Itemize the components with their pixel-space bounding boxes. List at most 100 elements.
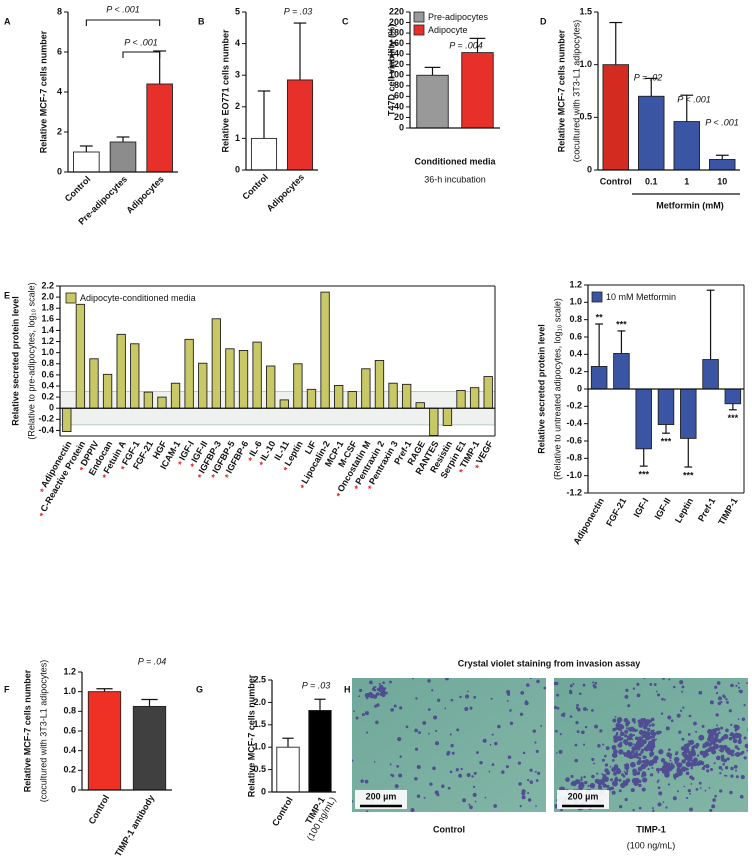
scale-bar-box: [557, 790, 609, 809]
stain-cells: [554, 678, 748, 812]
y-tick-label: 1: [235, 133, 240, 143]
bar: [361, 368, 371, 409]
category-mark: *: [119, 464, 130, 472]
bar: [286, 79, 314, 171]
y-tick-label: 5: [235, 6, 240, 16]
category-mark: *: [366, 484, 377, 492]
y-tick-label: 0.6: [41, 369, 54, 379]
bar: [89, 358, 99, 409]
y-tick-label: 200: [389, 17, 404, 27]
x-tick-label: IGF-I: [632, 496, 651, 519]
bar: [469, 387, 480, 409]
annotation: P < .001: [705, 117, 738, 127]
panel-letter: F: [4, 684, 10, 694]
bar: [211, 318, 221, 409]
y-tick-label: 0.4: [63, 745, 76, 755]
annotation: P < .001: [124, 37, 157, 47]
y-axis-label: Relative secreted protein level: [10, 296, 20, 426]
panel-letter: G: [196, 684, 203, 694]
x-tick-label: FGF-21: [604, 496, 628, 528]
y-tick-label: 40: [394, 101, 404, 111]
x-tick-label: Control: [63, 174, 93, 204]
category-mark: *: [223, 472, 234, 480]
bar: [415, 402, 425, 409]
image-label: Control: [433, 824, 465, 834]
y-tick-label: 1.0: [579, 59, 592, 69]
y-tick-label: 60: [394, 91, 404, 101]
significance-bracket: [85, 19, 161, 26]
x-axis-note: 36-h incubation: [424, 174, 486, 184]
bar: [401, 383, 412, 409]
y-tick-label: 0.5: [579, 112, 592, 122]
bar: [170, 382, 181, 409]
bar: [62, 407, 72, 433]
bar: [266, 365, 276, 409]
y-tick-label: 6: [57, 46, 62, 56]
x-tick-label: Control: [240, 172, 270, 202]
category-mark: *: [78, 465, 89, 473]
legend-label: Adipocyte-conditioned media: [80, 293, 196, 303]
y-tick-label: 0.2: [63, 765, 76, 775]
y-tick-label: 0: [71, 784, 76, 794]
annotation: P < .001: [106, 4, 139, 14]
bar: [602, 64, 629, 171]
bar: [442, 407, 453, 426]
x-tick-label: Anti–TIMP-1 antibody: [102, 793, 157, 856]
x-tick-label: 10: [717, 176, 727, 186]
y-tick-label: -1.0: [566, 470, 582, 480]
y-tick-label: 0: [587, 164, 592, 174]
category-mark: *: [38, 487, 49, 495]
y-tick-label: 2.0: [41, 291, 54, 301]
y-tick-label: -0.8: [566, 453, 582, 463]
y-tick-label: 1.2: [41, 336, 54, 346]
y-axis-note: (cocultured with 3T3-L1 adipocytes): [38, 660, 48, 803]
bar: [374, 359, 385, 409]
bar-label: ***: [661, 437, 672, 447]
category-mark: *: [334, 491, 345, 499]
category-mark: *: [209, 472, 220, 480]
bar: [724, 388, 742, 405]
x-axis-label: Metformin (mM): [656, 200, 724, 210]
bar: [613, 353, 630, 390]
y-tick-label: 0.4: [41, 380, 54, 390]
x-tick-label: TIMP-1: [716, 496, 739, 527]
y-tick-label: 1.0: [253, 742, 266, 752]
bar: [590, 366, 608, 390]
bar: [456, 389, 466, 409]
category-mark: *: [473, 463, 484, 471]
x-tick-label: Pref-1: [696, 496, 717, 523]
y-tick-label: 100: [389, 70, 404, 80]
bar: [279, 399, 289, 409]
bar: [306, 388, 317, 409]
y-tick-label: 2: [57, 126, 62, 136]
y-tick-label: -0.4: [38, 425, 54, 435]
bar-label: ***: [638, 470, 649, 480]
y-tick-label: 220: [389, 6, 404, 16]
legend-label: Pre-adipocytes: [428, 12, 489, 22]
bar: [657, 388, 675, 425]
y-tick-label: 0.8: [569, 314, 582, 324]
y-axis-label: Relative EO771 cells number: [220, 29, 230, 153]
bar: [429, 407, 439, 436]
bar: [673, 121, 700, 171]
scale-bar-box: [355, 790, 407, 809]
legend-swatch: [65, 292, 77, 304]
y-tick-label: 1.5: [253, 719, 266, 729]
category-mark: *: [281, 465, 292, 473]
image-label: TIMP-1: [636, 824, 666, 834]
y-tick-label: 0.2: [41, 391, 54, 401]
y-axis-note: (Relative to pre-adipocytes, log₁₀ scale…: [26, 282, 36, 439]
y-tick-label: -0.4: [566, 418, 582, 428]
x-axis-label: Conditioned media: [415, 156, 497, 166]
y-tick-label: 0.5: [253, 764, 266, 774]
panel-letter: E: [4, 290, 10, 300]
bar: [225, 348, 235, 409]
category-mark: *: [457, 467, 468, 475]
bar: [334, 384, 344, 409]
category-mark: *: [352, 484, 363, 492]
y-tick-label: 1.2: [569, 279, 582, 289]
bar: [293, 363, 303, 409]
bar-label: ***: [616, 319, 627, 329]
bar: [702, 359, 719, 390]
